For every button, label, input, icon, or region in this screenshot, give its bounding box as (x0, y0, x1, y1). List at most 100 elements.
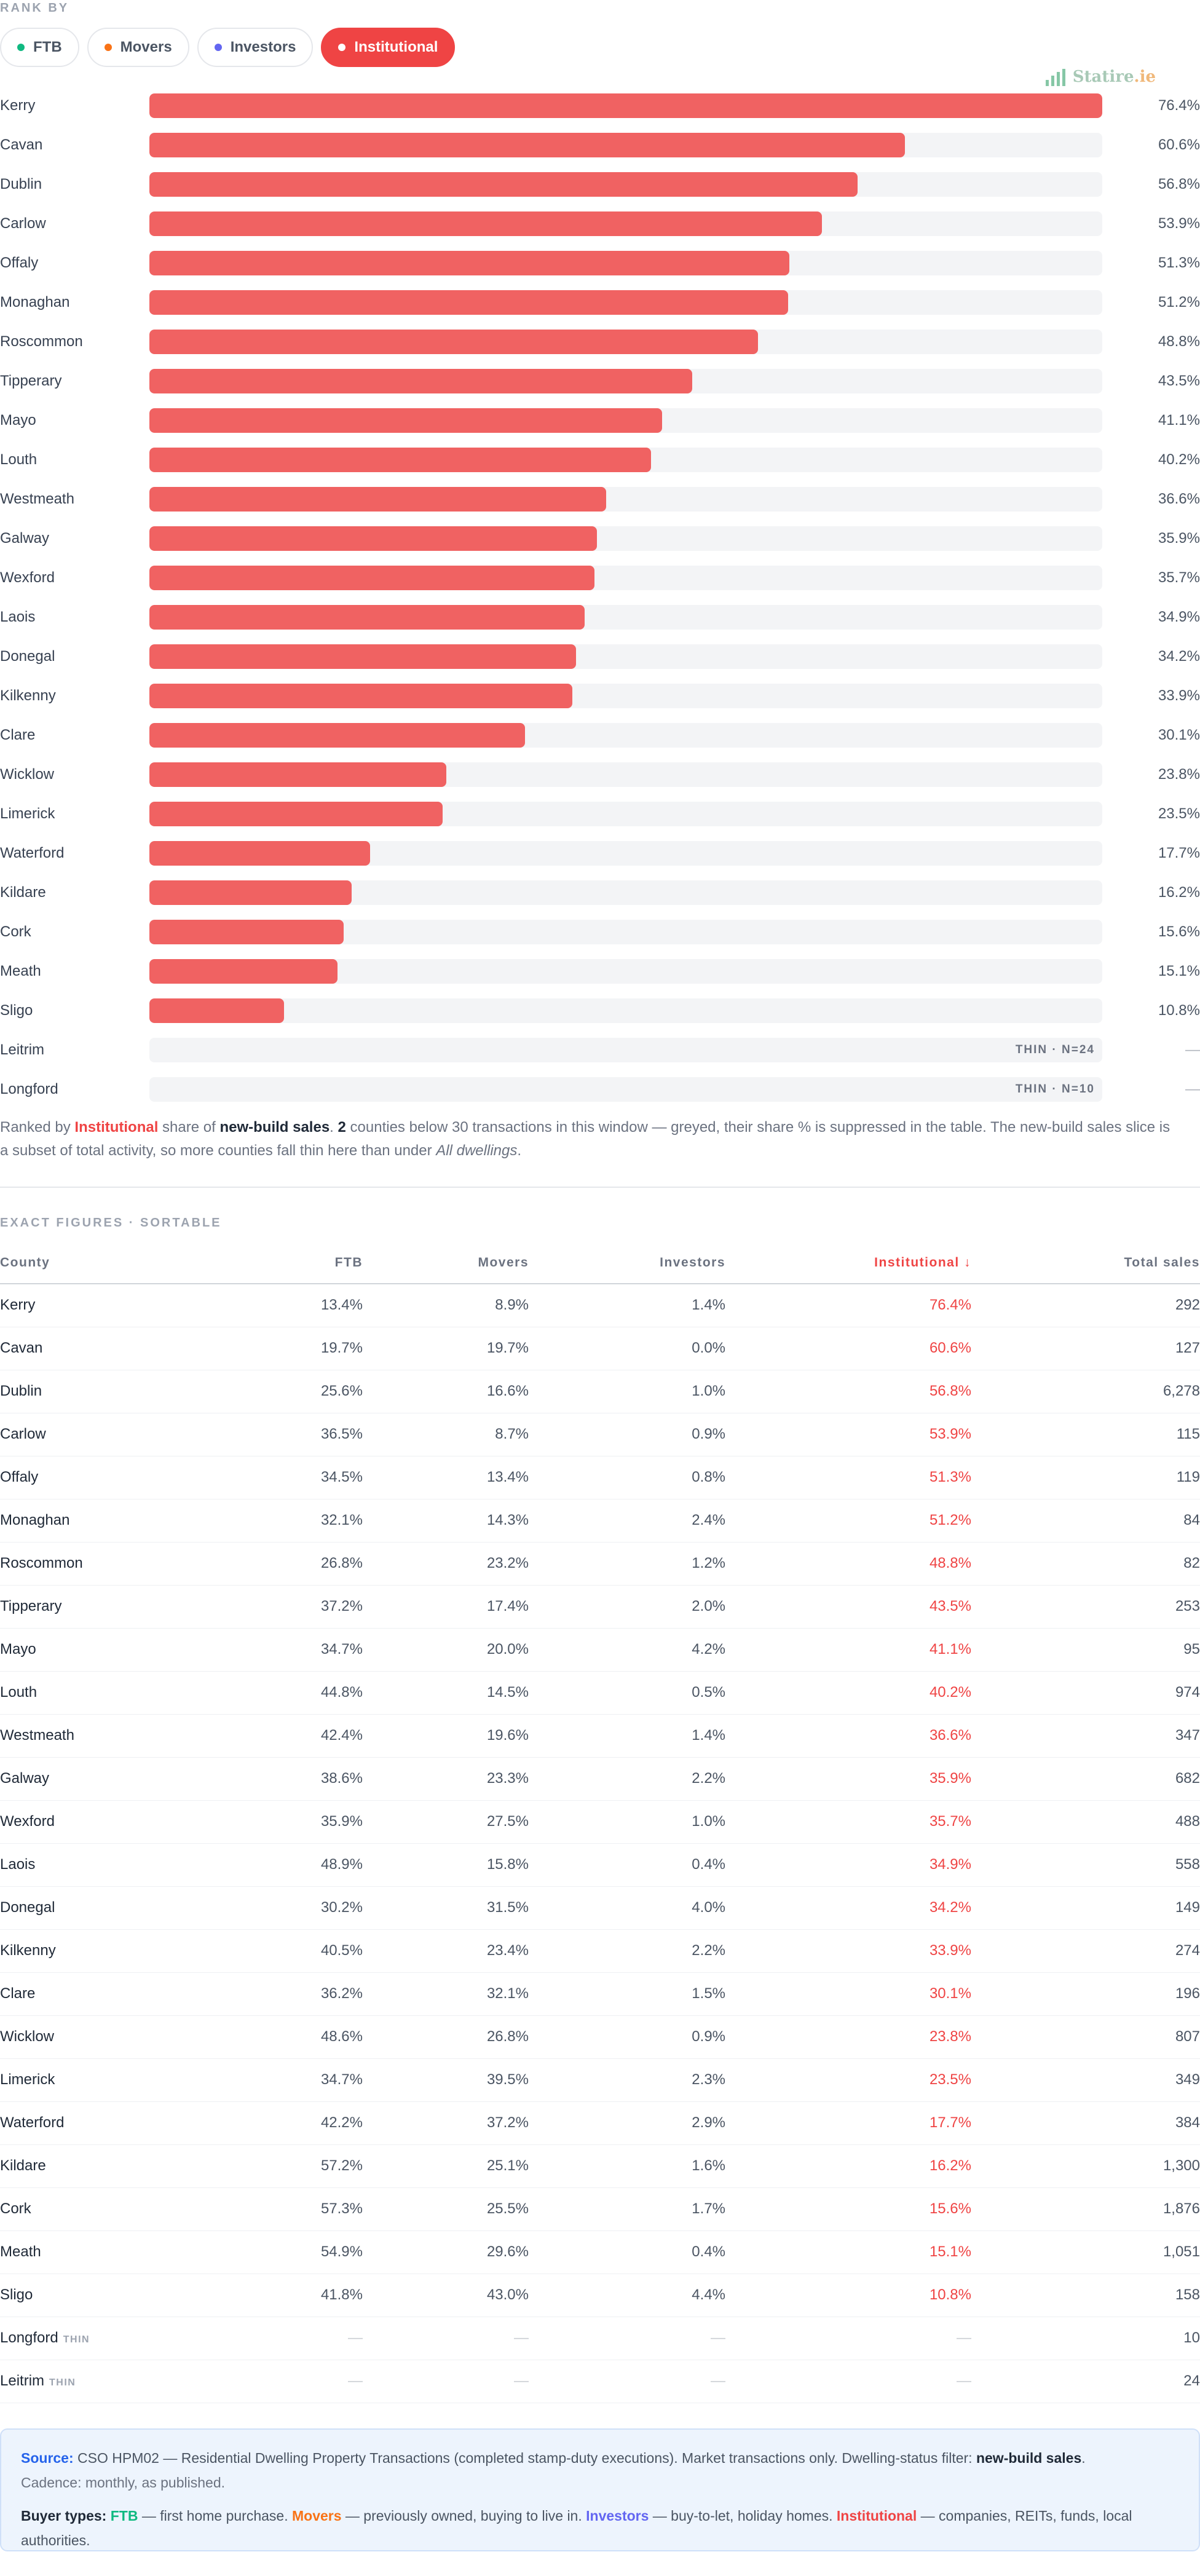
total-cell: 1,051 (971, 2230, 1200, 2274)
bar-value-label: 35.7% (1158, 569, 1200, 586)
table-row: Donegal 30.2% 31.5% 4.0% 34.2% 149 (0, 1886, 1200, 1930)
sort-ftb-header[interactable]: FTB (320, 1242, 363, 1284)
bar-row: Roscommon 48.8% (0, 322, 1200, 362)
bar (149, 290, 788, 315)
total-cell: 1,300 (971, 2144, 1200, 2188)
institutional-cell: — (725, 2317, 971, 2360)
movers-cell: 29.6% (363, 2230, 529, 2274)
bar-label: Limerick (0, 805, 55, 822)
county-cell: Mayo (0, 1628, 320, 1672)
total-cell: 349 (971, 2058, 1200, 2102)
institutional-cell: 34.9% (725, 1843, 971, 1887)
bar (149, 448, 651, 472)
investors-cell: 1.5% (529, 1972, 725, 2016)
institutional-cell: 48.8% (725, 1542, 971, 1586)
institutional-cell: 23.5% (725, 2058, 971, 2102)
total-cell: 119 (971, 1456, 1200, 1499)
bar-value-label: 51.2% (1158, 294, 1200, 310)
table-body: Kerry 13.4% 8.9% 1.4% 76.4% 292 Cavan 19.7% 19.7… (0, 1284, 1200, 2403)
bar-row: Mayo 41.1% (0, 401, 1200, 440)
bar (149, 841, 371, 866)
movers-cell: 31.5% (363, 1886, 529, 1930)
sort-total-header[interactable]: Total sales (971, 1242, 1200, 1284)
rank-institutional-button[interactable]: Institutional (321, 28, 456, 67)
ftb-dot-icon (17, 44, 25, 51)
county-cell: Dublin (0, 1370, 320, 1413)
ftb-cell: 36.2% (320, 1972, 363, 2016)
county-cell: Carlow (0, 1413, 320, 1456)
chart-note: Ranked by Institutional share of new-bui… (0, 1119, 1170, 1159)
ftb-cell: 13.4% (320, 1284, 363, 1327)
table-row: Monaghan 32.1% 14.3% 2.4% 51.2% 84 (0, 1499, 1200, 1543)
total-cell: 115 (971, 1413, 1200, 1456)
bar-row: Carlow 53.9% (0, 204, 1200, 243)
institutional-cell: 51.2% (725, 1499, 971, 1543)
investors-cell: 1.0% (529, 1800, 725, 1844)
bar-track (149, 802, 1102, 826)
institutional-cell: — (725, 2360, 971, 2403)
ftb-cell: 40.5% (320, 1929, 363, 1973)
institutional-cell: 51.3% (725, 1456, 971, 1499)
ftb-cell: 48.6% (320, 2015, 363, 2059)
ftb-cell: 36.5% (320, 1413, 363, 1456)
total-cell: 974 (971, 1671, 1200, 1715)
investors-cell: 0.9% (529, 1413, 725, 1456)
total-cell: 6,278 (971, 1370, 1200, 1413)
ftb-cell: 54.9% (320, 2230, 363, 2274)
bar-track (149, 998, 1102, 1023)
bar (149, 526, 598, 551)
bar-chart-logo-icon (1045, 69, 1065, 86)
bar-track (149, 251, 1102, 275)
bar-row: Donegal 34.2% (0, 637, 1200, 676)
county-cell: Leitrim THIN (0, 2360, 320, 2403)
bar-value-label: 16.2% (1158, 884, 1200, 901)
bar-value-label: 36.6% (1158, 491, 1200, 507)
county-cell: Kilkenny (0, 1929, 320, 1973)
sort-institutional-header[interactable]: Institutional ↓ (725, 1242, 971, 1284)
bar (149, 605, 585, 630)
bar-row: Westmeath 36.6% (0, 480, 1200, 519)
total-cell: 24 (971, 2360, 1200, 2403)
bar-row: Kilkenny 33.9% (0, 676, 1200, 716)
bar-track (149, 566, 1102, 590)
ftb-cell: 25.6% (320, 1370, 363, 1413)
ftb-cell: 35.9% (320, 1800, 363, 1844)
investors-cell: 4.0% (529, 1886, 725, 1930)
table-row: Laois 48.9% 15.8% 0.4% 34.9% 558 (0, 1843, 1200, 1887)
bar-value-label: 53.9% (1158, 215, 1200, 232)
source-line: Source: CSO HPM02 — Residential Dwelling… (21, 2450, 1086, 2466)
bar-label: Kilkenny (0, 687, 56, 704)
county-cell: Westmeath (0, 1714, 320, 1758)
bar-value-label: 60.6% (1158, 136, 1200, 153)
table-row: Kilkenny 40.5% 23.4% 2.2% 33.9% 274 (0, 1929, 1200, 1973)
bar-track (149, 330, 1102, 354)
rank-ftb-label: FTB (33, 39, 62, 55)
ftb-cell: 37.2% (320, 1585, 363, 1629)
investors-cell: 2.9% (529, 2101, 725, 2145)
exact-figures-heading: EXACT FIGURES · SORTABLE (0, 1216, 222, 1230)
movers-cell: 8.9% (363, 1284, 529, 1327)
rank-ftb-button[interactable]: FTB (0, 28, 79, 67)
bar-value-label: 10.8% (1158, 1002, 1200, 1019)
sort-county-header[interactable]: County (0, 1242, 320, 1284)
movers-cell: — (363, 2360, 529, 2403)
bar-label: Roscommon (0, 333, 83, 350)
movers-cell: 13.4% (363, 1456, 529, 1499)
bar-label: Wicklow (0, 766, 54, 783)
movers-dot-icon (104, 44, 112, 51)
bar-row: Wicklow 23.8% (0, 755, 1200, 794)
bar-label: Kerry (0, 97, 36, 114)
sort-investors-header[interactable]: Investors (529, 1242, 725, 1284)
sort-movers-header[interactable]: Movers (363, 1242, 529, 1284)
rank-movers-button[interactable]: Movers (87, 28, 189, 67)
ftb-cell: 26.8% (320, 1542, 363, 1586)
bar-value-label: 56.8% (1158, 176, 1200, 192)
bar-track (149, 723, 1102, 748)
investors-cell: 1.7% (529, 2187, 725, 2231)
table-header-row: County FTB Movers Investors Institutiona… (0, 1242, 1200, 1284)
bar (149, 802, 443, 826)
rank-movers-label: Movers (120, 39, 172, 55)
rank-investors-button[interactable]: Investors (197, 28, 314, 67)
bar-row: Longford THIN · N=10 — (0, 1070, 1200, 1109)
thin-badge: THIN (49, 2377, 76, 2388)
